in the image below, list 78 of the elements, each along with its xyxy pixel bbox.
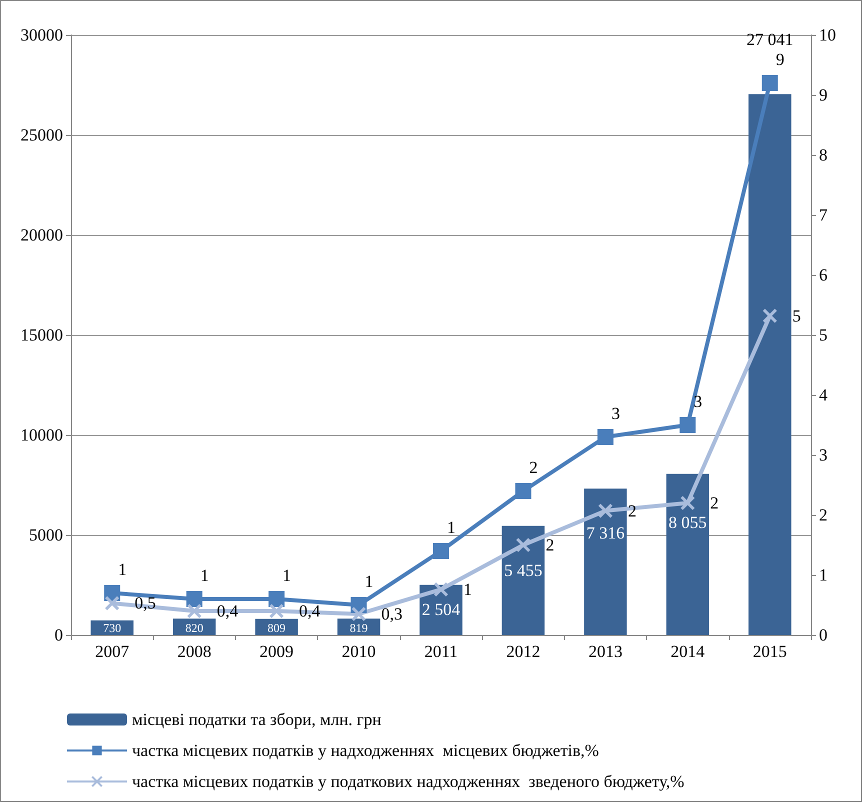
data-label: 2 (628, 501, 636, 520)
point (434, 582, 448, 597)
point (680, 417, 696, 433)
y-tick-label: 10000 (20, 426, 63, 444)
point (351, 606, 366, 622)
point (516, 538, 531, 552)
point (186, 591, 202, 607)
y-tick-label: 5000 (29, 526, 63, 544)
y-tick-label: 0 (54, 626, 63, 644)
point (433, 543, 449, 559)
data-label: 2 (710, 494, 719, 512)
x-tick-label: 2009 (260, 642, 294, 661)
bar (584, 488, 627, 635)
point (762, 308, 778, 324)
data-label: 2 504 (422, 600, 461, 619)
data-label: 2 (546, 536, 554, 554)
data-label: 3 (694, 392, 702, 411)
x-tick-label: 2014 (670, 642, 706, 661)
data-label: 0,3 (381, 604, 403, 624)
y2-tick-label: 5 (819, 326, 828, 344)
y2-tick-label: 8 (819, 146, 828, 164)
x-tick-label: 2011 (424, 642, 458, 661)
data-label: 0,5 (134, 594, 156, 613)
x-tick-label: 2010 (342, 642, 376, 661)
point (269, 604, 284, 618)
x-tick-label: 2012 (506, 642, 540, 661)
bar (90, 620, 134, 635)
y2-tick-label: 1 (819, 566, 828, 584)
data-label: 819 (350, 621, 368, 635)
x-tick-label: 2013 (588, 642, 622, 661)
x-tick-label: 2015 (752, 642, 787, 661)
y2-tick-label: 4 (819, 386, 828, 404)
data-label: 1 (118, 560, 127, 579)
y2-tick-label: 2 (819, 506, 828, 524)
y-tick-label: 20000 (20, 226, 63, 244)
data-label: 1 (464, 580, 472, 599)
data-label: 7 316 (586, 524, 625, 543)
y2-tick-label: 3 (819, 446, 828, 464)
point (515, 483, 532, 499)
legend-label: частка місцевих податків у податкових надходженнях зведеного бюджету,% (132, 772, 684, 791)
data-label: 5 455 (504, 560, 542, 580)
data-label: 1 (200, 566, 209, 585)
data-label: 730 (103, 621, 122, 635)
point (186, 604, 202, 618)
data-label: 5 (792, 306, 801, 326)
y-tick-label: 25000 (20, 126, 63, 144)
data-label: 1 (364, 572, 374, 591)
point (597, 429, 614, 445)
data-label: 2 (529, 458, 538, 477)
y2-tick-label: 10 (819, 26, 836, 44)
data-label: 3 (611, 404, 620, 423)
x-tick-label: 2008 (177, 642, 212, 661)
point (268, 591, 285, 607)
data-label: 8 055 (668, 512, 707, 532)
bar (666, 474, 710, 635)
legend-label: місцеві податки та збори, млн. грн (132, 710, 382, 729)
y2-tick-label: 7 (819, 206, 828, 224)
point (680, 496, 696, 510)
bar (748, 94, 792, 635)
legend-label: частка місцевих податків у надходженнях місцевих бюджетів,% (132, 741, 599, 760)
data-label: 1 (447, 518, 456, 537)
x-tick-label: 2007 (95, 642, 130, 661)
bar (502, 526, 545, 635)
y2-tick-label: 9 (819, 86, 828, 104)
y2-tick-label: 0 (819, 626, 828, 644)
point (104, 596, 120, 611)
data-label: 0,4 (216, 602, 239, 620)
data-label: 820 (185, 621, 204, 635)
y2-tick-label: 6 (819, 266, 828, 284)
y-tick-label: 15000 (20, 326, 63, 344)
y-tick-label: 30000 (20, 26, 63, 44)
data-label: 0,4 (299, 602, 321, 620)
data-label: 809 (268, 621, 286, 635)
data-label: 27 041 (746, 30, 794, 50)
data-label: 1 (282, 566, 292, 585)
data-label: 9 (776, 50, 784, 69)
point (598, 503, 613, 518)
point (762, 75, 778, 91)
